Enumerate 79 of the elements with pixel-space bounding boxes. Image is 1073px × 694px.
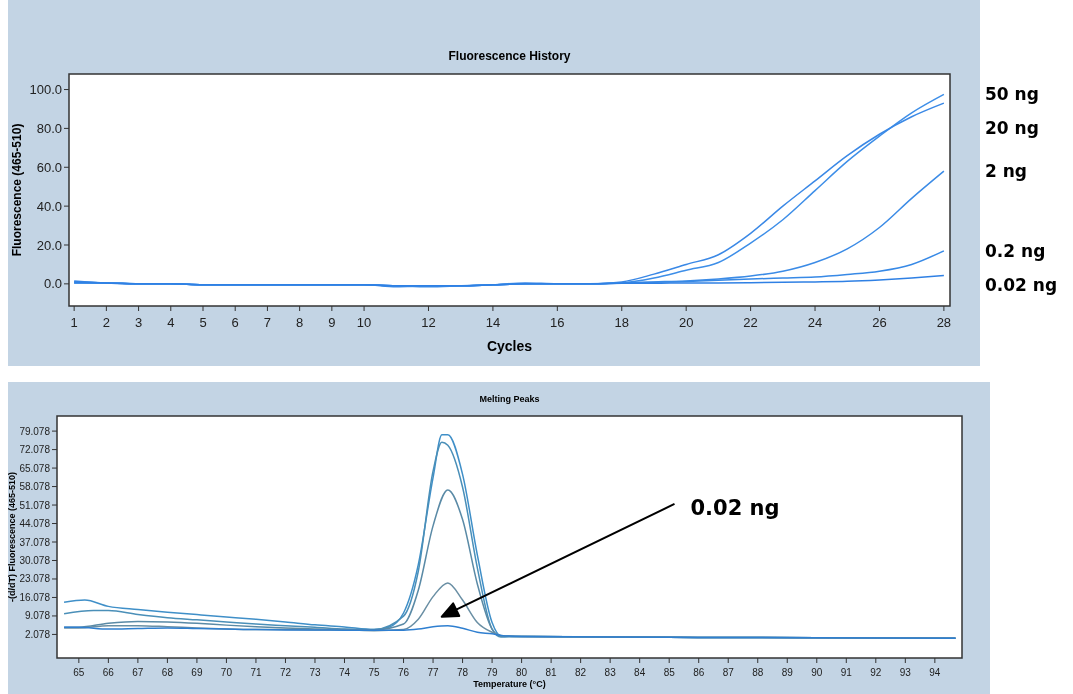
x-tick-label: 91 [840, 667, 853, 678]
x-tick-label: 71 [250, 667, 262, 678]
x-tick-label: 80 [516, 667, 528, 678]
x-axis-title: Temperature (°C) [473, 679, 546, 689]
y-tick-label: 0.0 [43, 276, 62, 292]
x-tick-label: 67 [132, 667, 144, 678]
x-tick-label: 8 [296, 315, 304, 330]
x-tick-label: 20 [678, 315, 694, 330]
x-axis-title: Cycles [486, 338, 533, 354]
y-tick-label: 60.0 [36, 159, 62, 175]
x-tick-label: 89 [781, 667, 794, 678]
x-tick-label: 26 [872, 315, 887, 330]
x-tick-label: 68 [161, 667, 174, 678]
x-tick-label: 83 [604, 667, 617, 678]
chart-title: Fluorescence History [448, 49, 571, 63]
x-tick-label: 24 [807, 315, 823, 330]
y-tick-label: 30.078 [19, 554, 51, 566]
x-tick-label: 78 [457, 667, 469, 678]
x-tick-label: 3 [134, 315, 143, 330]
x-tick-label: 93 [899, 667, 912, 678]
y-tick-label: 100.0 [29, 82, 62, 98]
x-tick-label: 76 [397, 667, 410, 678]
x-tick-label: 1 [70, 315, 78, 330]
x-tick-label: 77 [427, 667, 440, 678]
y-tick-label: 20.0 [36, 237, 62, 253]
text: 20 ng [985, 118, 1039, 139]
text: 0.02 ng [985, 274, 1058, 295]
x-tick-label: 86 [693, 667, 705, 678]
x-tick-label: 75 [368, 667, 381, 678]
x-tick-label: 72 [279, 667, 292, 678]
y-tick-label: 37.078 [19, 536, 51, 548]
x-tick-label: 28 [936, 315, 952, 330]
chart-title: Melting Peaks [479, 394, 540, 404]
x-tick-label: 92 [870, 667, 882, 678]
x-tick-label: 66 [102, 667, 115, 678]
y-tick-label: 16.078 [19, 591, 51, 603]
y-tick-label: 9.078 [24, 610, 51, 622]
x-tick-label: 16 [550, 315, 565, 330]
x-tick-label: 82 [575, 667, 587, 678]
y-tick-label: 72.078 [19, 444, 51, 456]
x-tick-label: 7 [263, 315, 272, 330]
x-tick-label: 65 [73, 667, 85, 678]
x-tick-label: 6 [231, 315, 239, 330]
y-axis-title: Fluorescence (465-510) [10, 123, 24, 257]
y-tick-label: 58.078 [19, 481, 51, 493]
x-tick-label: 90 [811, 667, 823, 678]
annotation: 0.02 ng [690, 496, 780, 521]
y-tick-label: 44.078 [19, 518, 51, 530]
x-tick-label: 88 [752, 667, 764, 678]
text: 0.2 ng [985, 240, 1046, 261]
x-tick-label: 18 [614, 315, 629, 330]
y-tick-label: 65.078 [19, 462, 51, 474]
x-tick-label: 4 [167, 315, 175, 330]
y-tick-label: 40.0 [36, 198, 62, 214]
y-tick-label: 79.078 [19, 425, 51, 437]
x-tick-label: 14 [485, 315, 501, 330]
text: 50 ng [985, 84, 1039, 105]
x-tick-label: 85 [663, 667, 676, 678]
x-tick-label: 69 [191, 667, 203, 678]
x-tick-label: 74 [338, 667, 351, 678]
x-tick-label: 94 [929, 667, 941, 678]
x-tick-label: 2 [102, 315, 110, 330]
x-tick-label: 22 [743, 315, 758, 330]
x-tick-label: 81 [545, 667, 558, 678]
x-tick-label: 12 [421, 315, 436, 330]
y-tick-label: 51.078 [19, 499, 51, 511]
x-tick-label: 70 [220, 667, 233, 678]
y-axis-title: -(d/dT) Fluorescence (465-510) [7, 471, 17, 603]
text: 2 ng [985, 161, 1028, 182]
x-tick-label: 5 [199, 315, 207, 330]
y-tick-label: 23.078 [19, 573, 51, 585]
x-tick-label: 9 [328, 315, 336, 330]
x-tick-label: 79 [486, 667, 499, 678]
x-tick-label: 84 [634, 667, 646, 678]
x-tick-label: 73 [309, 667, 321, 678]
y-tick-label: 80.0 [36, 120, 62, 136]
x-tick-label: 10 [356, 315, 372, 330]
y-tick-label: 2.078 [24, 628, 51, 640]
x-tick-label: 87 [722, 667, 735, 678]
